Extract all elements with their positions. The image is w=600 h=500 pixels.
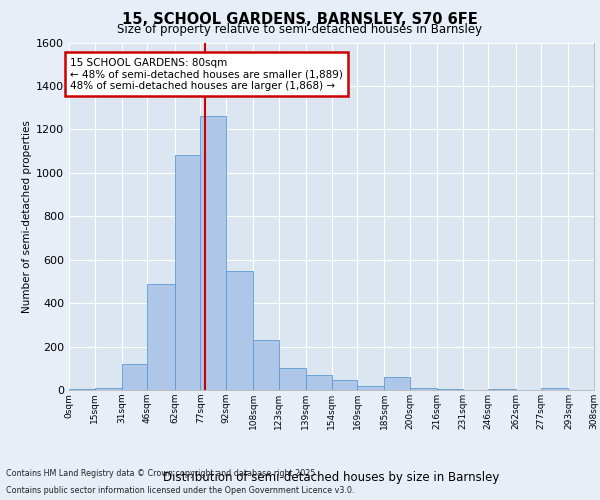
Bar — [437, 389, 463, 390]
Text: Contains HM Land Registry data © Crown copyright and database right 2025.: Contains HM Land Registry data © Crown c… — [6, 468, 318, 477]
Bar — [200, 116, 226, 390]
Text: Contains public sector information licensed under the Open Government Licence v3: Contains public sector information licen… — [6, 486, 355, 495]
Bar — [69, 389, 95, 390]
Bar — [541, 388, 568, 390]
Bar — [148, 284, 175, 390]
Bar — [410, 388, 437, 390]
Bar — [175, 156, 200, 390]
Bar — [331, 380, 357, 390]
X-axis label: Distribution of semi-detached houses by size in Barnsley: Distribution of semi-detached houses by … — [163, 471, 500, 484]
Text: 15, SCHOOL GARDENS, BARNSLEY, S70 6FE: 15, SCHOOL GARDENS, BARNSLEY, S70 6FE — [122, 12, 478, 28]
Bar — [226, 270, 253, 390]
Bar — [357, 386, 385, 390]
Bar — [95, 388, 122, 390]
Bar — [253, 340, 278, 390]
Bar — [306, 375, 331, 390]
Bar — [385, 377, 410, 390]
Text: 15 SCHOOL GARDENS: 80sqm
← 48% of semi-detached houses are smaller (1,889)
48% o: 15 SCHOOL GARDENS: 80sqm ← 48% of semi-d… — [70, 58, 343, 91]
Y-axis label: Number of semi-detached properties: Number of semi-detached properties — [22, 120, 32, 312]
Bar — [278, 368, 306, 390]
Bar — [122, 364, 148, 390]
Bar — [488, 389, 515, 390]
Text: Size of property relative to semi-detached houses in Barnsley: Size of property relative to semi-detach… — [118, 22, 482, 36]
